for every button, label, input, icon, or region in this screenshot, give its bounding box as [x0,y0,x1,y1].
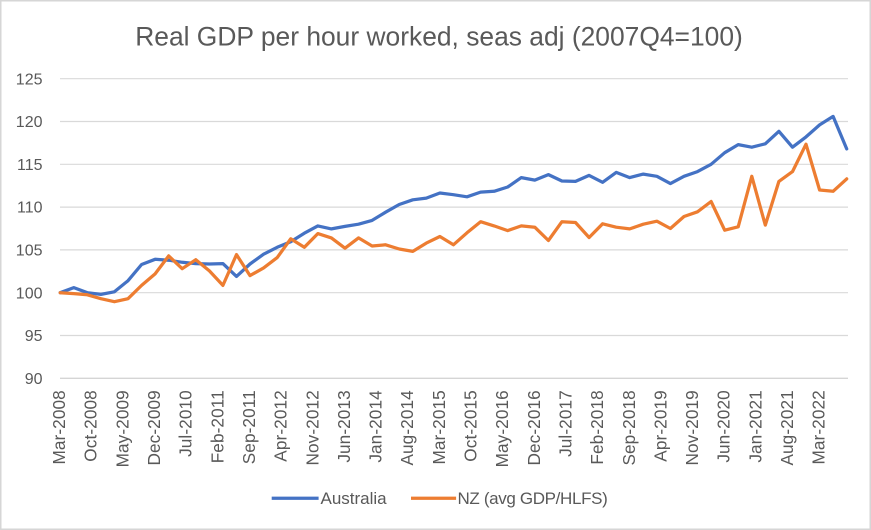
svg-text:Oct-2015: Oct-2015 [461,390,481,462]
svg-text:Apr-2019: Apr-2019 [650,390,670,462]
svg-text:100: 100 [16,285,43,302]
svg-text:125: 125 [16,71,43,88]
svg-text:115: 115 [17,157,43,174]
svg-text:Sep-2011: Sep-2011 [239,390,259,464]
svg-text:110: 110 [17,200,43,217]
svg-text:Jan-2014: Jan-2014 [366,390,386,463]
svg-text:Mar-2015: Mar-2015 [429,390,449,464]
svg-text:Dec-2016: Dec-2016 [524,390,544,465]
svg-text:NZ (avg GDP/HLFS): NZ (avg GDP/HLFS) [458,489,608,508]
svg-text:95: 95 [25,328,43,345]
svg-text:Jun-2013: Jun-2013 [334,390,354,462]
svg-text:Jan-2021: Jan-2021 [745,390,765,462]
svg-text:Australia: Australia [321,489,388,508]
svg-text:Feb-2018: Feb-2018 [587,390,607,464]
svg-text:Jul-2010: Jul-2010 [176,390,196,457]
svg-text:May-2009: May-2009 [112,390,132,467]
svg-text:May-2016: May-2016 [492,390,512,467]
svg-text:Aug-2014: Aug-2014 [397,390,417,466]
svg-text:Apr-2012: Apr-2012 [271,390,291,462]
svg-text:90: 90 [25,371,43,388]
svg-text:Real GDP per hour worked, seas: Real GDP per hour worked, seas adj (2007… [135,21,743,51]
svg-text:Mar-2008: Mar-2008 [49,390,69,464]
svg-text:Nov-2019: Nov-2019 [682,390,702,465]
svg-text:Nov-2012: Nov-2012 [302,390,322,465]
svg-text:Mar-2022: Mar-2022 [809,390,829,464]
svg-text:Oct-2008: Oct-2008 [81,390,101,462]
svg-text:Jul-2017: Jul-2017 [556,390,576,457]
svg-text:Sep-2018: Sep-2018 [619,390,639,465]
svg-text:Aug-2021: Aug-2021 [777,390,797,465]
svg-text:120: 120 [16,114,43,131]
svg-text:Jun-2020: Jun-2020 [714,390,734,462]
svg-text:105: 105 [16,243,43,260]
svg-text:Feb-2011: Feb-2011 [207,390,227,463]
svg-text:Dec-2009: Dec-2009 [144,390,164,465]
